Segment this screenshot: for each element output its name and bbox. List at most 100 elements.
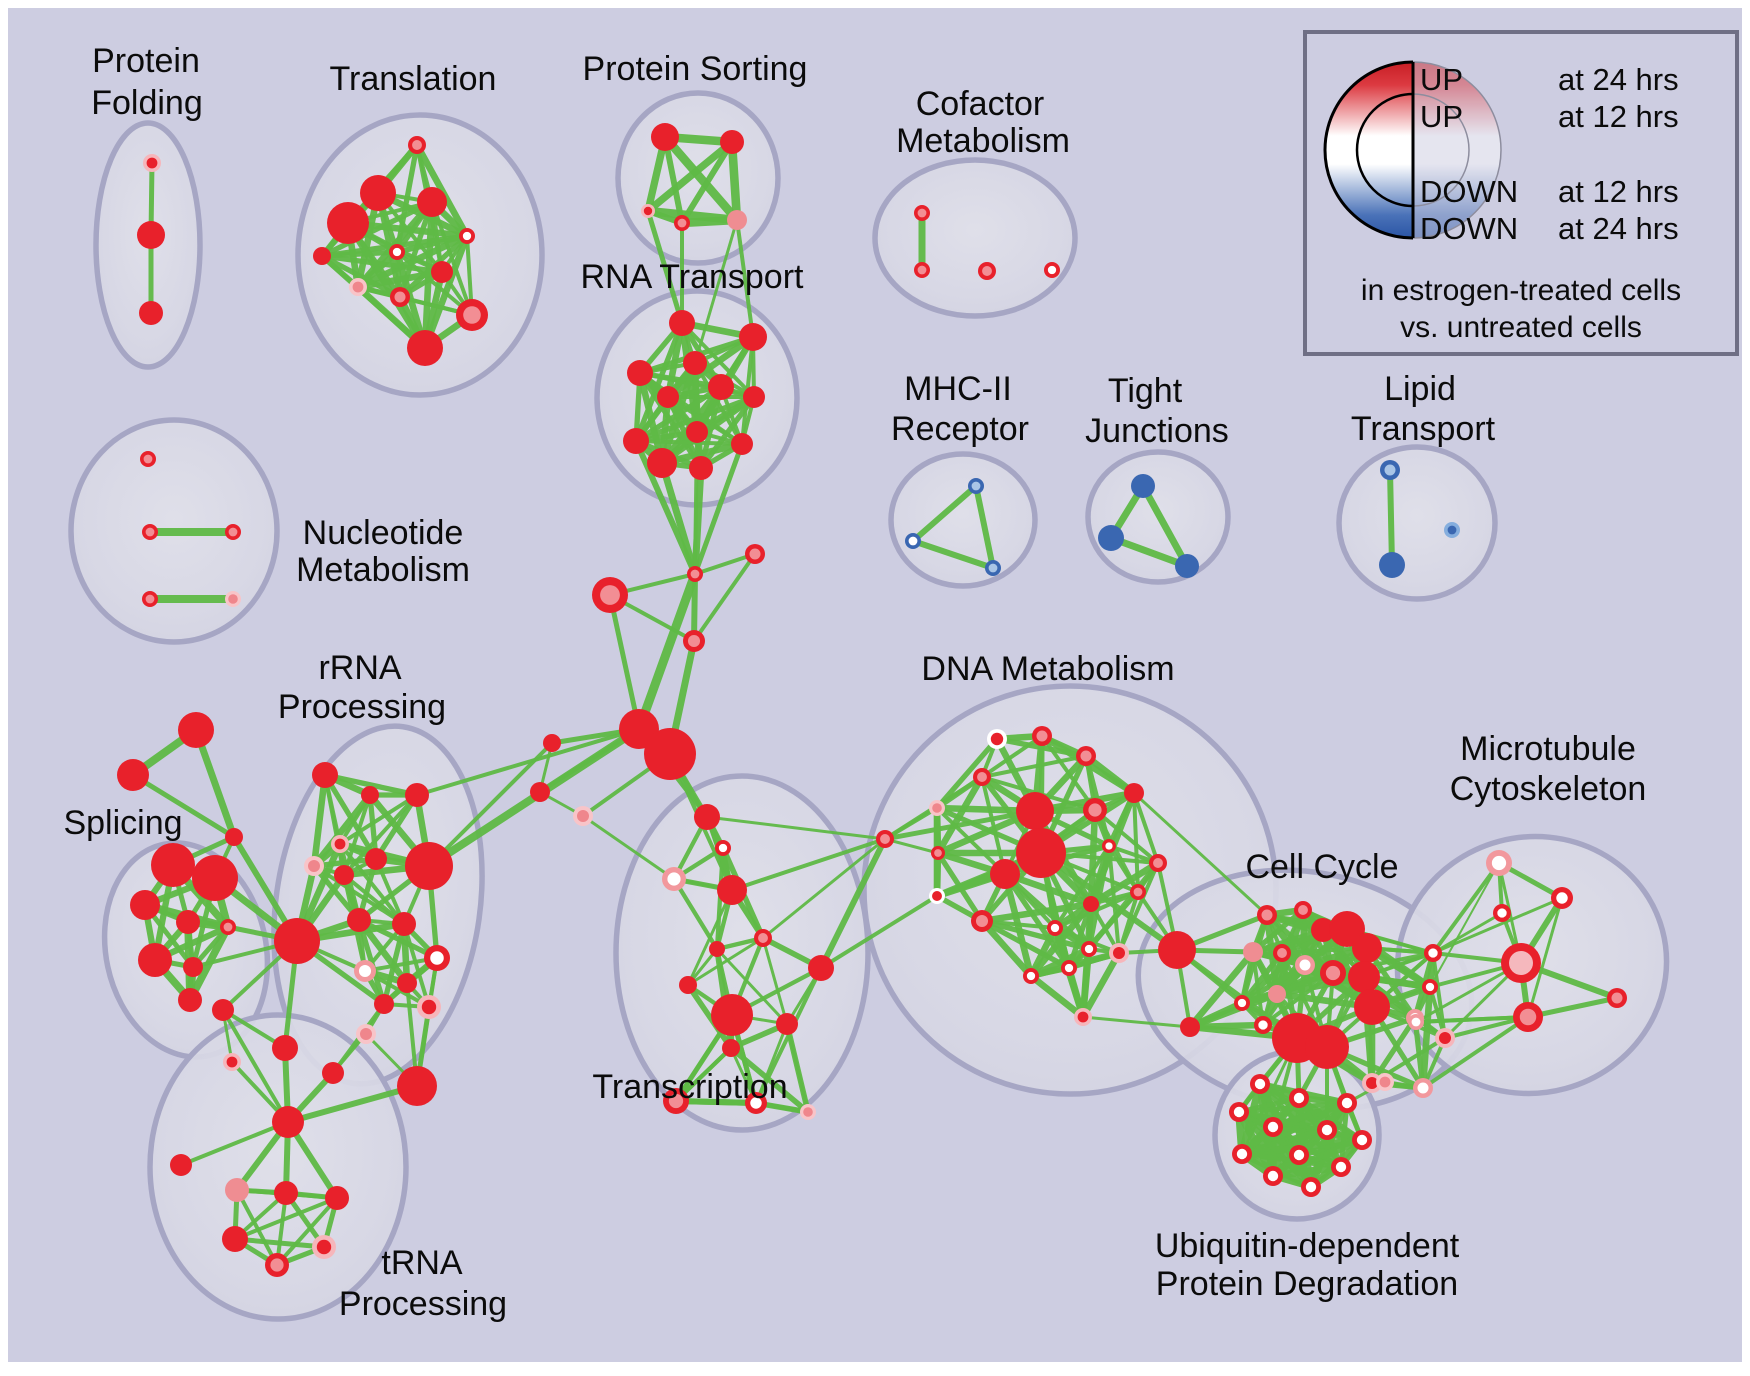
network-node-pink bbox=[1268, 985, 1286, 1003]
network-edge bbox=[644, 138, 736, 215]
cluster-label-protein-folding: Protein bbox=[92, 42, 200, 80]
network-edge bbox=[660, 132, 742, 225]
network-node-red bbox=[1305, 1025, 1349, 1069]
network-node-center bbox=[758, 933, 768, 943]
network-node-center bbox=[1236, 1148, 1248, 1160]
legend-up-24-level: UP bbox=[1420, 62, 1463, 97]
network-node-red bbox=[178, 988, 202, 1012]
network-edge bbox=[285, 1083, 420, 1125]
network-edge bbox=[692, 441, 745, 577]
network-node-red bbox=[776, 1013, 798, 1035]
network-node-center bbox=[360, 1028, 372, 1040]
cluster-label-rrna-processing: rRNA bbox=[318, 649, 401, 687]
network-edge bbox=[1132, 791, 1160, 865]
network-node-center bbox=[643, 206, 653, 216]
network-node-center bbox=[668, 1093, 684, 1109]
network-node-center bbox=[1556, 892, 1568, 904]
network-node-red bbox=[272, 1035, 298, 1061]
network-edge bbox=[979, 918, 1092, 952]
network-node-red bbox=[743, 386, 765, 408]
network-edge bbox=[413, 141, 471, 240]
network-edge bbox=[312, 864, 406, 926]
network-node-blue bbox=[1131, 474, 1155, 498]
network-node-red bbox=[325, 1186, 349, 1210]
network-node-red bbox=[417, 187, 447, 217]
network-node-red bbox=[722, 1039, 740, 1057]
network-node-red bbox=[647, 448, 677, 478]
legend-box: UP at 24 hrs UP at 12 hrs DOWN at 12 hrs… bbox=[1303, 30, 1739, 356]
network-edge bbox=[1027, 900, 1095, 980]
network-node-center bbox=[1611, 992, 1623, 1004]
cluster-label-cofactor-metabolism: Cofactor bbox=[916, 85, 1045, 123]
network-node-center bbox=[1077, 1011, 1089, 1023]
cluster-label-protein-folding: Folding bbox=[91, 84, 203, 122]
cluster-ellipse-mhc-ii-receptor bbox=[888, 451, 1038, 589]
network-node-center bbox=[143, 454, 153, 464]
network-node-center bbox=[667, 872, 681, 886]
legend-up-12-level: UP bbox=[1420, 99, 1463, 134]
network-edge bbox=[1053, 844, 1111, 930]
network-node-center bbox=[226, 1056, 238, 1068]
network-edge bbox=[935, 850, 985, 924]
network-node-red bbox=[990, 859, 1020, 889]
network-edge bbox=[634, 569, 700, 734]
network-edge bbox=[581, 814, 676, 881]
network-node-center bbox=[270, 1258, 284, 1272]
network-edge bbox=[1089, 890, 1140, 906]
cluster-labels-layer: Protein Folding Translation Protein Sorting… bbox=[63, 42, 1646, 1323]
network-node-center bbox=[358, 964, 372, 978]
cluster-ellipse-cofactor-metabolism bbox=[872, 157, 1078, 319]
cluster-label-dna-metabolism: DNA Metabolism bbox=[921, 650, 1174, 688]
network-node-center bbox=[1237, 998, 1247, 1008]
network-edge bbox=[673, 1098, 759, 1106]
network-edge bbox=[179, 1120, 290, 1167]
network-edge bbox=[310, 771, 329, 870]
network-node-red bbox=[361, 786, 379, 804]
network-edge bbox=[1236, 1100, 1350, 1115]
network-node-center bbox=[1491, 855, 1507, 871]
network-node-pink bbox=[727, 210, 747, 230]
network-edge bbox=[633, 394, 757, 444]
network-edge bbox=[354, 232, 471, 291]
cluster-label-cell-cycle: Cell Cycle bbox=[1245, 848, 1398, 886]
network-edge bbox=[395, 250, 474, 317]
legend-up-24-time: at 24 hrs bbox=[1558, 62, 1679, 97]
network-node-red bbox=[374, 994, 394, 1014]
network-node-red bbox=[1016, 792, 1054, 830]
network-node-red bbox=[669, 310, 695, 336]
network-node-red bbox=[183, 957, 203, 977]
cluster-label-mhc-ii-receptor: MHC-II bbox=[904, 370, 1012, 408]
network-node-center bbox=[988, 563, 998, 573]
network-node-center bbox=[1153, 858, 1163, 868]
network-node-red bbox=[679, 976, 697, 994]
network-edge bbox=[186, 923, 232, 1004]
network-node-center bbox=[1254, 1078, 1266, 1090]
network-node-center bbox=[1050, 923, 1060, 933]
network-edge bbox=[1269, 1163, 1345, 1180]
network-edge bbox=[633, 320, 685, 444]
network-node-center bbox=[600, 585, 620, 605]
network-edge bbox=[761, 837, 887, 940]
nodes-layer bbox=[117, 123, 1627, 1277]
network-edge bbox=[1081, 1015, 1192, 1029]
network-node-center bbox=[1341, 1097, 1353, 1109]
network-node-center bbox=[421, 999, 437, 1015]
network-edge bbox=[1414, 1015, 1530, 1024]
network-node-center bbox=[749, 548, 761, 560]
network-node-center bbox=[1379, 1076, 1391, 1088]
network-node-center bbox=[1267, 1121, 1279, 1133]
network-node-center bbox=[1026, 971, 1036, 981]
network-node-center bbox=[1080, 750, 1092, 762]
network-edge bbox=[415, 727, 641, 797]
network-edge bbox=[934, 736, 1000, 811]
network-node-center bbox=[1321, 1124, 1333, 1136]
network-node-red bbox=[272, 1106, 304, 1138]
network-edge bbox=[1082, 752, 1138, 797]
cluster-label-tight-junctions: Junctions bbox=[1085, 412, 1229, 450]
network-edge bbox=[275, 1191, 288, 1267]
legend-down-24-time: at 24 hrs bbox=[1558, 211, 1679, 246]
network-node-center bbox=[228, 594, 238, 604]
network-edge bbox=[1419, 983, 1434, 1092]
network-node-center bbox=[316, 1239, 332, 1255]
network-node-center bbox=[1277, 948, 1287, 958]
